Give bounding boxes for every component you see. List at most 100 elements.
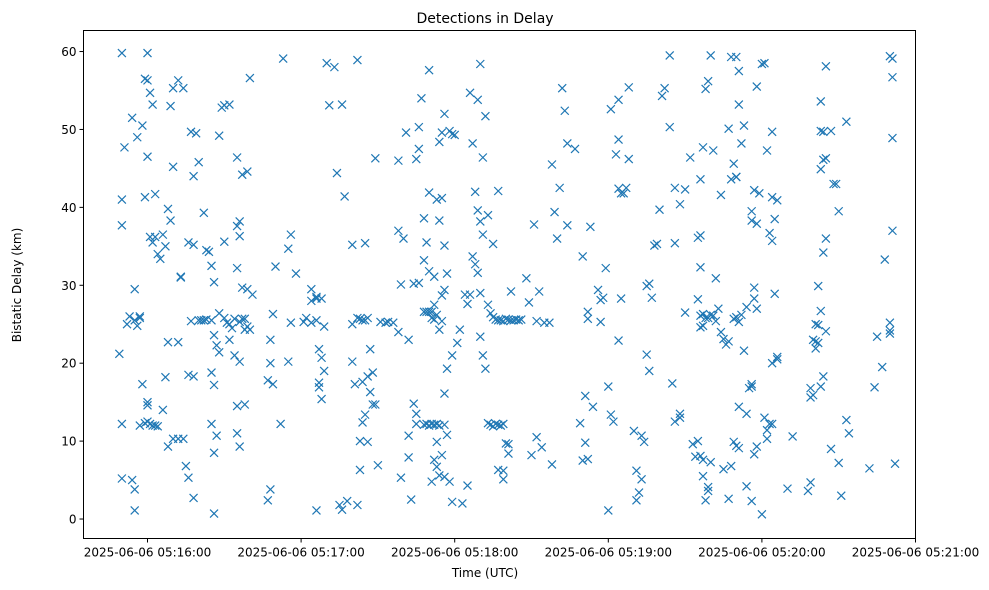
data-point bbox=[363, 372, 373, 381]
data-point bbox=[880, 255, 890, 264]
data-point bbox=[562, 220, 572, 230]
data-point bbox=[224, 100, 234, 109]
data-point bbox=[483, 418, 493, 428]
data-point bbox=[606, 104, 616, 114]
data-point bbox=[747, 206, 757, 216]
data-point bbox=[739, 121, 749, 130]
data-point bbox=[184, 238, 193, 247]
data-point bbox=[637, 474, 647, 484]
data-point bbox=[588, 402, 598, 412]
data-point bbox=[547, 160, 557, 169]
data-point bbox=[160, 241, 170, 251]
data-point bbox=[414, 144, 424, 154]
data-point bbox=[521, 273, 531, 283]
data-point bbox=[729, 159, 739, 169]
data-point bbox=[736, 139, 746, 148]
data-point bbox=[317, 294, 327, 303]
data-point bbox=[265, 358, 275, 368]
data-point bbox=[422, 238, 431, 247]
data-point bbox=[437, 193, 447, 203]
data-point bbox=[463, 481, 472, 490]
data-point bbox=[729, 437, 739, 447]
data-point bbox=[888, 226, 897, 236]
data-point bbox=[232, 153, 242, 162]
data-point bbox=[352, 313, 362, 323]
data-point bbox=[680, 308, 690, 317]
data-point bbox=[276, 419, 286, 429]
data-point bbox=[150, 232, 160, 242]
data-point bbox=[818, 155, 828, 165]
data-point bbox=[506, 287, 516, 296]
data-point bbox=[232, 263, 242, 273]
data-point bbox=[657, 91, 667, 101]
data-point bbox=[143, 152, 152, 162]
data-point bbox=[504, 439, 513, 449]
data-point bbox=[703, 76, 713, 86]
data-point bbox=[411, 409, 421, 419]
data-point bbox=[885, 318, 895, 328]
data-point bbox=[693, 233, 703, 243]
data-point bbox=[749, 449, 759, 459]
data-point bbox=[143, 75, 152, 85]
data-point bbox=[619, 188, 629, 198]
data-point bbox=[772, 352, 782, 362]
data-point bbox=[365, 387, 375, 397]
data-point bbox=[580, 438, 590, 448]
data-point bbox=[114, 349, 124, 359]
data-point bbox=[468, 252, 478, 261]
data-point bbox=[593, 285, 603, 295]
data-point bbox=[416, 93, 426, 103]
data-point bbox=[322, 58, 332, 68]
data-point bbox=[632, 495, 641, 505]
data-point bbox=[701, 84, 711, 94]
data-point bbox=[803, 486, 813, 496]
data-point bbox=[158, 230, 168, 240]
data-point bbox=[370, 153, 380, 163]
data-point bbox=[434, 325, 444, 335]
data-point bbox=[306, 284, 316, 294]
data-point bbox=[870, 382, 879, 392]
data-point bbox=[306, 296, 316, 306]
data-point bbox=[358, 417, 367, 427]
data-point bbox=[473, 268, 483, 278]
data-point bbox=[816, 126, 826, 136]
data-point bbox=[834, 458, 844, 468]
data-point bbox=[189, 240, 199, 250]
data-point bbox=[701, 495, 711, 505]
data-point bbox=[808, 335, 818, 345]
data-point bbox=[624, 82, 634, 92]
data-point bbox=[429, 315, 439, 324]
data-point bbox=[409, 399, 419, 409]
data-point bbox=[163, 204, 173, 214]
data-point bbox=[724, 336, 734, 346]
data-point bbox=[457, 499, 467, 508]
data-point bbox=[601, 263, 611, 273]
data-point bbox=[742, 302, 751, 312]
x-tick-label: 2025-06-06 05:20:00 bbox=[698, 546, 825, 560]
data-point bbox=[562, 139, 572, 148]
data-point bbox=[442, 430, 452, 440]
data-point bbox=[644, 279, 654, 289]
data-point bbox=[342, 496, 352, 506]
data-point bbox=[140, 192, 150, 202]
data-point bbox=[363, 313, 373, 323]
data-point bbox=[194, 157, 204, 167]
data-point bbox=[245, 73, 255, 83]
data-point bbox=[693, 436, 703, 446]
data-point bbox=[480, 111, 490, 121]
data-point bbox=[742, 409, 751, 419]
data-point bbox=[432, 437, 442, 447]
data-point bbox=[235, 216, 245, 226]
data-point bbox=[396, 473, 406, 483]
data-point bbox=[752, 82, 762, 92]
data-point bbox=[137, 379, 147, 389]
data-point bbox=[153, 421, 163, 431]
data-point bbox=[757, 59, 767, 69]
data-point bbox=[419, 213, 429, 223]
data-point bbox=[716, 327, 726, 337]
data-point bbox=[207, 368, 216, 377]
data-point bbox=[145, 88, 155, 98]
data-point bbox=[713, 304, 723, 314]
data-point bbox=[132, 132, 142, 142]
data-point bbox=[811, 336, 821, 346]
